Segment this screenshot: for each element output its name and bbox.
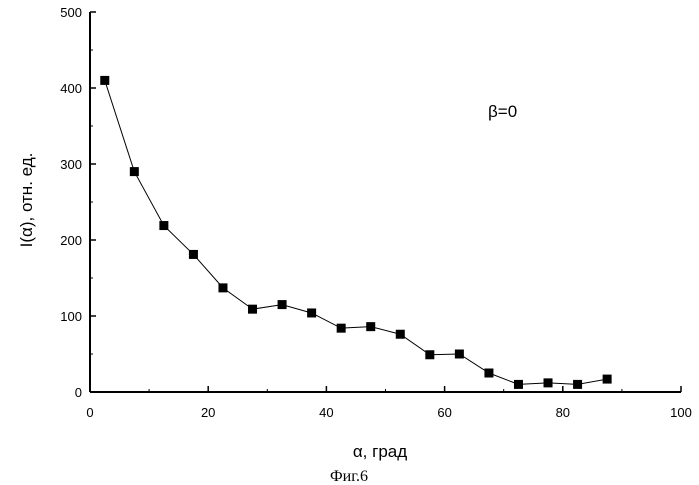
x-axis-label: α, град	[353, 442, 407, 461]
data-point	[484, 369, 493, 378]
series	[100, 76, 611, 389]
series-line	[105, 80, 607, 384]
data-point	[337, 324, 346, 333]
x-tick-label: 20	[201, 405, 215, 420]
beta-annotation: β=0	[488, 102, 517, 121]
data-point	[573, 380, 582, 389]
x-tick-label: 0	[86, 405, 93, 420]
y-tick-label: 0	[75, 385, 82, 400]
data-point	[544, 378, 553, 387]
data-point	[514, 380, 523, 389]
figure-caption: Фиг.6	[330, 468, 368, 485]
data-point	[425, 350, 434, 359]
data-point	[159, 221, 168, 230]
x-tick-label: 40	[319, 405, 333, 420]
x-tick-label: 60	[437, 405, 451, 420]
y-tick-label: 300	[60, 157, 82, 172]
axes	[90, 12, 681, 392]
x-tick-label: 100	[670, 405, 692, 420]
data-point	[396, 330, 405, 339]
data-point	[248, 305, 257, 314]
data-point	[603, 375, 612, 384]
y-tick-label: 500	[60, 5, 82, 20]
x-tick-label: 80	[556, 405, 570, 420]
data-point	[307, 308, 316, 317]
data-point	[100, 76, 109, 85]
data-point	[366, 322, 375, 331]
data-point	[189, 250, 198, 259]
data-point	[130, 167, 139, 176]
data-point	[218, 283, 227, 292]
ticks: 0 20 40 60 80 100 0 100 200 300 400 500	[60, 5, 692, 420]
y-tick-label: 200	[60, 233, 82, 248]
data-point	[278, 300, 287, 309]
y-tick-label: 100	[60, 309, 82, 324]
y-axis-label: I(α), отн. ед.	[17, 153, 36, 248]
data-point	[455, 350, 464, 359]
y-tick-label: 400	[60, 81, 82, 96]
